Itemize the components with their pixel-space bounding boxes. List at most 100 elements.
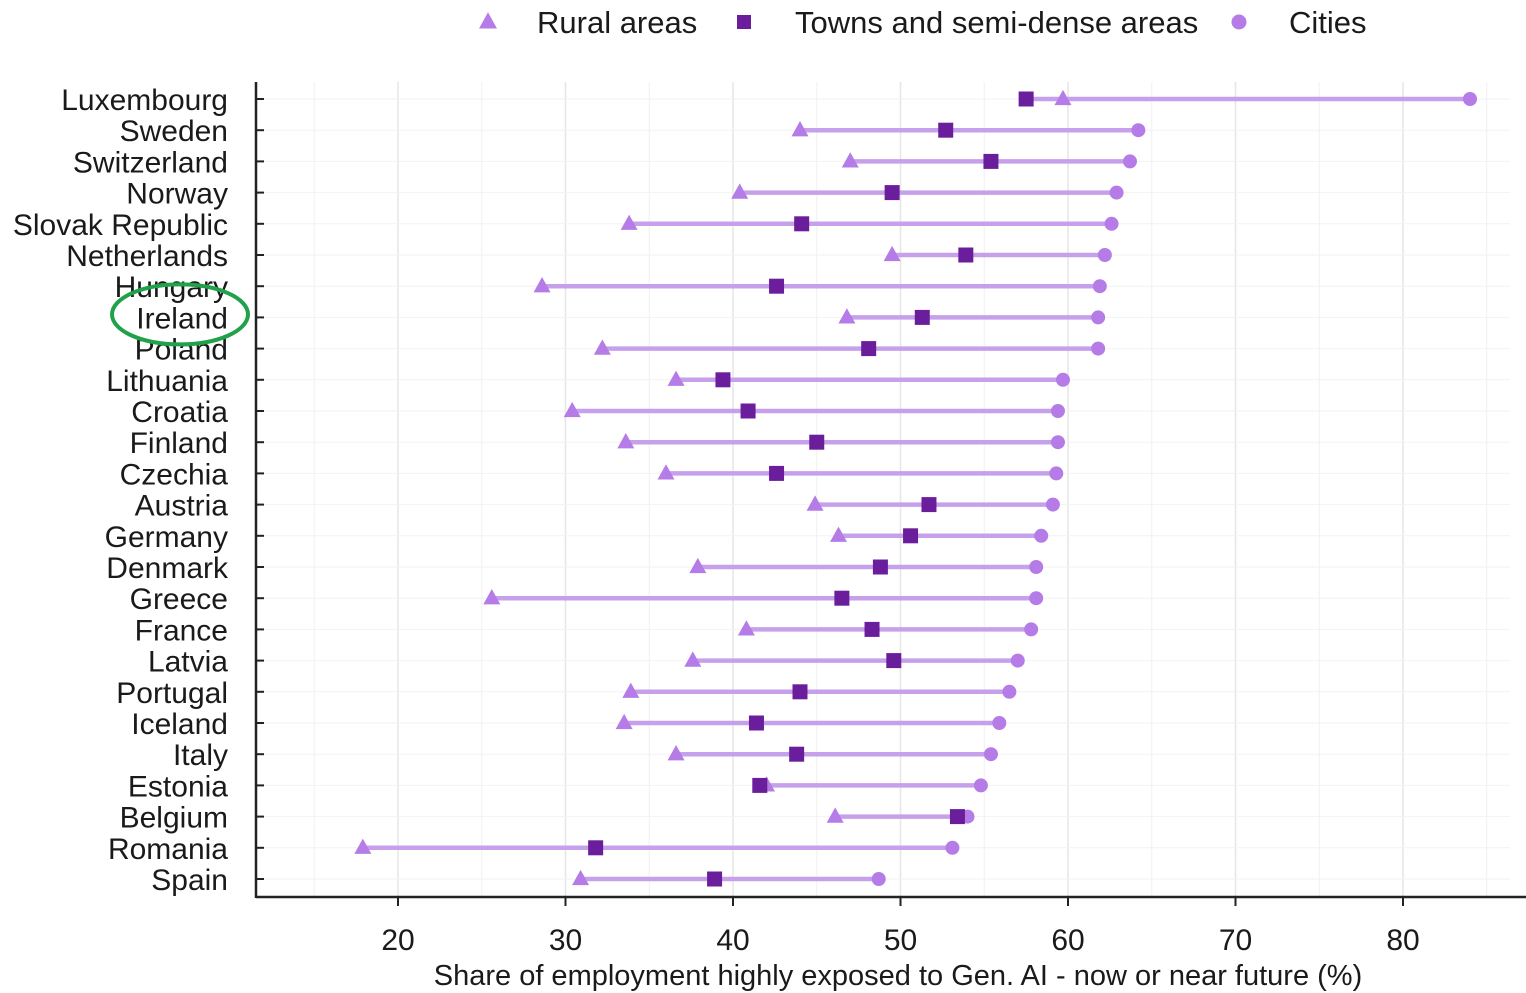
legend-triangle-icon: [479, 12, 497, 29]
towns-point: [769, 465, 785, 481]
country-label: Germany: [105, 521, 228, 554]
cities-point: [1092, 279, 1107, 294]
legend-label-cities: Cities: [1289, 5, 1367, 40]
rural-point: [354, 838, 372, 854]
country-label: Estonia: [128, 770, 228, 803]
towns-point: [794, 216, 810, 232]
country-labels: LuxembourgSwedenSwitzerlandNorwaySlovak …: [13, 84, 229, 897]
cities-point: [1131, 123, 1146, 138]
towns-point: [921, 497, 937, 513]
towns-point: [809, 434, 825, 450]
country-label: Switzerland: [73, 146, 228, 179]
cities-point: [945, 840, 960, 855]
legend-circle-icon: [1231, 14, 1247, 30]
country-label: Portugal: [116, 677, 228, 710]
country-label: Romania: [108, 833, 228, 866]
towns-point: [958, 247, 974, 263]
country-label: Czechia: [120, 458, 229, 491]
rural-point: [826, 807, 844, 823]
x-tick-label: 80: [1386, 924, 1419, 957]
rural-point: [483, 589, 501, 605]
cities-point: [1029, 591, 1044, 606]
country-label: Slovak Republic: [13, 209, 228, 242]
x-tick-label: 50: [884, 924, 917, 957]
rural-point: [883, 245, 901, 262]
country-label: Ireland: [136, 302, 228, 335]
legend-label-towns: Towns and semi-dense areas: [795, 5, 1198, 40]
country-label: Latvia: [148, 646, 228, 679]
country-label: Iceland: [131, 708, 228, 741]
cities-point: [983, 747, 998, 762]
towns-point: [938, 122, 954, 138]
towns-point: [740, 403, 756, 419]
cities-point: [1045, 497, 1060, 512]
rural-point: [731, 183, 749, 199]
towns-point: [949, 809, 965, 825]
rural-point: [667, 745, 685, 761]
rural-point: [622, 682, 640, 698]
country-label: Belgium: [120, 802, 228, 835]
rural-point: [593, 339, 611, 355]
cities-point: [1109, 185, 1124, 200]
rural-point: [620, 214, 638, 230]
towns-point: [748, 715, 764, 731]
towns-point: [707, 871, 723, 887]
country-label: Sweden: [120, 115, 228, 148]
towns-point: [715, 372, 731, 388]
cities-point: [871, 872, 886, 886]
cities-point: [1104, 216, 1119, 231]
cities-point: [973, 778, 988, 793]
country-label: Lithuania: [106, 365, 228, 398]
towns-point: [1018, 91, 1034, 107]
cities-point: [1002, 684, 1017, 699]
country-label: Norway: [126, 178, 228, 211]
cities-point: [1050, 404, 1065, 418]
rural-point: [684, 651, 702, 667]
country-label: Finland: [130, 427, 228, 460]
country-label: France: [135, 614, 228, 647]
x-tick-labels: 20 30 40 50 60 70 80: [381, 924, 1419, 957]
x-tick-label: 20: [381, 924, 414, 957]
cities-point: [992, 716, 1007, 730]
towns-point: [884, 185, 900, 201]
highlight-annotation: [110, 282, 250, 347]
towns-point: [792, 684, 808, 700]
cities-point: [1034, 528, 1049, 543]
cities-point: [1097, 248, 1112, 262]
legend-label-rural: Rural areas: [537, 5, 697, 40]
towns-point: [861, 341, 877, 357]
cities-point: [1049, 466, 1064, 481]
x-tick-label: 30: [549, 924, 582, 957]
legend: Rural areas Towns and semi-dense areas Cit…: [479, 5, 1367, 40]
axes: [254, 82, 1526, 906]
cities-point: [1091, 341, 1106, 356]
cities-point: [1029, 560, 1044, 574]
towns-point: [834, 590, 850, 606]
towns-point: [983, 153, 999, 169]
towns-point: [588, 840, 604, 856]
country-label: Italy: [173, 739, 228, 772]
x-tick-label: 40: [716, 924, 749, 957]
rural-point: [563, 401, 581, 418]
towns-point: [872, 559, 888, 575]
gridlines: [256, 82, 1510, 897]
data-marks: [354, 89, 1477, 887]
rural-point: [838, 308, 856, 324]
x-tick-label: 70: [1219, 924, 1252, 957]
cities-point: [1010, 653, 1025, 668]
rural-point: [657, 464, 675, 480]
country-label: Luxembourg: [61, 84, 228, 117]
cities-point: [1091, 310, 1106, 325]
rural-point: [791, 121, 809, 137]
highlight-ellipse: [110, 282, 250, 347]
rural-point: [617, 433, 635, 449]
country-label: Austria: [135, 490, 229, 523]
rural-point: [533, 277, 551, 293]
rural-point: [737, 620, 755, 636]
rural-point: [806, 495, 824, 511]
cities-point: [1122, 154, 1137, 169]
towns-point: [886, 653, 902, 669]
country-label: Greece: [130, 583, 228, 616]
rural-point: [689, 557, 707, 574]
